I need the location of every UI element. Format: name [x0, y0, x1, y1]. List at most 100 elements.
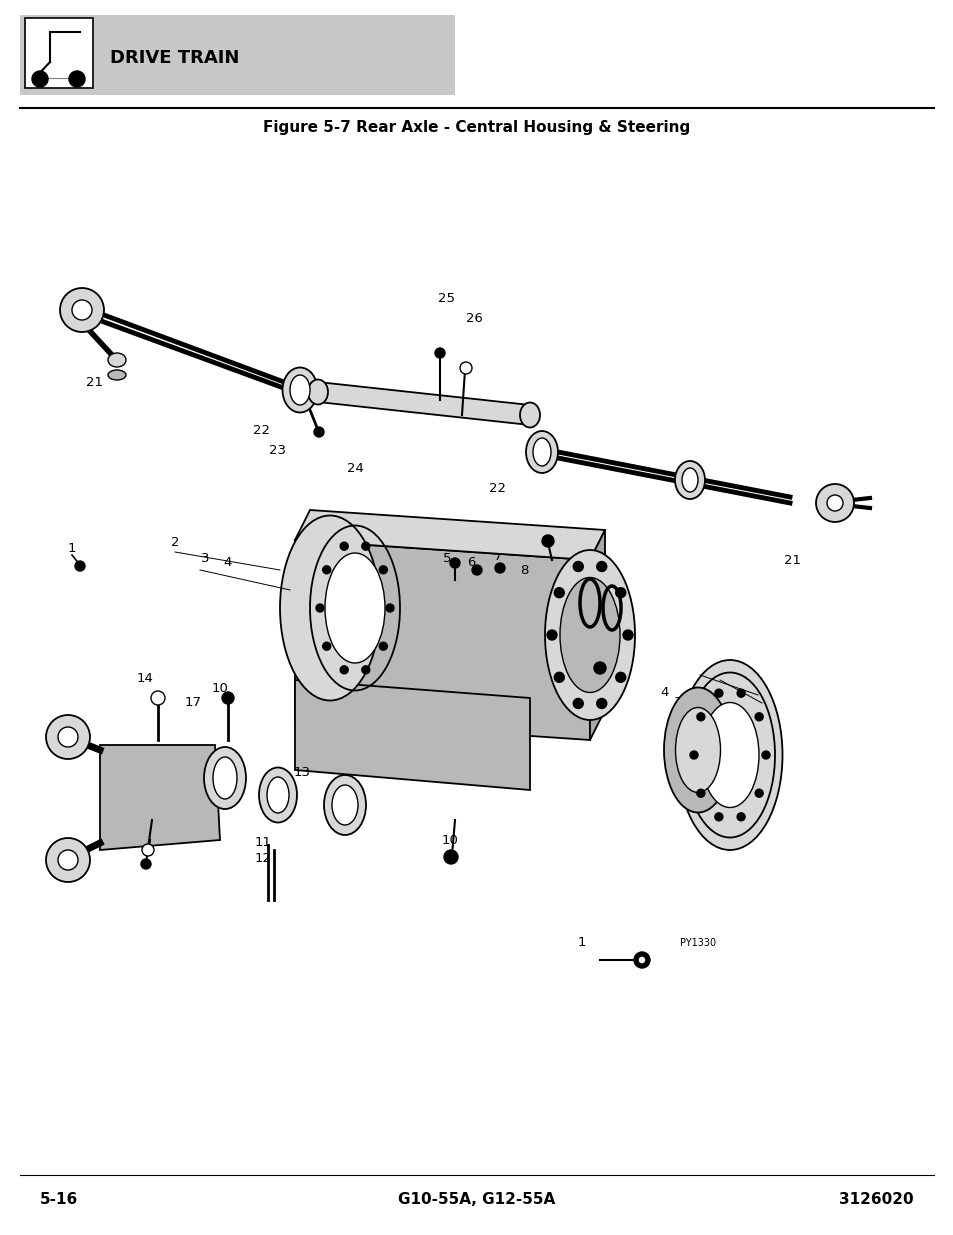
Ellipse shape	[681, 468, 698, 492]
Circle shape	[151, 692, 165, 705]
Text: 1: 1	[68, 541, 76, 555]
Text: 2: 2	[171, 536, 179, 550]
Text: 27: 27	[521, 529, 537, 541]
Ellipse shape	[282, 368, 317, 412]
Text: G10-55A, G12-55A: G10-55A, G12-55A	[398, 1192, 555, 1207]
Text: DRIVE TRAIN: DRIVE TRAIN	[110, 49, 239, 67]
Ellipse shape	[308, 379, 328, 405]
Circle shape	[573, 562, 582, 572]
Circle shape	[459, 362, 472, 374]
Circle shape	[60, 288, 104, 332]
Circle shape	[554, 672, 563, 682]
Ellipse shape	[533, 438, 551, 466]
Polygon shape	[100, 745, 220, 850]
Circle shape	[379, 642, 387, 650]
Text: 3: 3	[673, 697, 681, 709]
Text: Figure 5-7 Rear Axle - Central Housing & Steering: Figure 5-7 Rear Axle - Central Housing &…	[263, 120, 690, 135]
Text: 13: 13	[294, 766, 310, 778]
Circle shape	[554, 588, 563, 598]
Circle shape	[340, 666, 348, 674]
Ellipse shape	[267, 777, 289, 813]
Circle shape	[58, 850, 78, 869]
Circle shape	[696, 789, 704, 798]
Circle shape	[340, 542, 348, 550]
Ellipse shape	[663, 688, 731, 813]
Circle shape	[322, 642, 331, 650]
Circle shape	[541, 535, 554, 547]
Ellipse shape	[258, 767, 296, 823]
Text: 3: 3	[200, 552, 209, 564]
Circle shape	[546, 630, 557, 640]
Text: 4: 4	[224, 556, 232, 568]
Text: 11: 11	[254, 836, 272, 850]
Text: 10: 10	[561, 597, 578, 610]
Circle shape	[573, 699, 582, 709]
Circle shape	[689, 751, 698, 760]
Circle shape	[222, 692, 233, 704]
Text: 2: 2	[325, 553, 334, 567]
Text: 5-16: 5-16	[40, 1192, 78, 1207]
Circle shape	[322, 566, 331, 574]
Circle shape	[46, 715, 90, 760]
Ellipse shape	[700, 703, 759, 808]
Ellipse shape	[525, 431, 558, 473]
Circle shape	[315, 604, 324, 613]
Text: 22: 22	[253, 424, 271, 436]
Ellipse shape	[544, 550, 635, 720]
Text: 22: 22	[489, 482, 506, 494]
Circle shape	[141, 860, 151, 869]
Text: 18: 18	[348, 785, 365, 799]
Circle shape	[826, 495, 842, 511]
Ellipse shape	[108, 353, 126, 367]
Circle shape	[615, 588, 625, 598]
Circle shape	[815, 484, 853, 522]
Circle shape	[495, 563, 504, 573]
Text: 10: 10	[212, 682, 228, 694]
Circle shape	[737, 813, 744, 821]
Circle shape	[361, 542, 370, 550]
Text: 21: 21	[783, 553, 801, 567]
Text: 3126020: 3126020	[839, 1192, 913, 1207]
Circle shape	[755, 789, 762, 798]
Polygon shape	[317, 382, 530, 425]
Ellipse shape	[559, 578, 619, 693]
Text: 25: 25	[438, 291, 455, 305]
Ellipse shape	[519, 403, 539, 427]
Circle shape	[75, 561, 85, 571]
Circle shape	[58, 727, 78, 747]
Ellipse shape	[325, 553, 385, 663]
Circle shape	[594, 662, 605, 674]
Ellipse shape	[677, 659, 781, 850]
Text: 17: 17	[184, 697, 201, 709]
Text: 6: 6	[466, 556, 475, 568]
Circle shape	[314, 427, 324, 437]
Circle shape	[597, 699, 606, 709]
Ellipse shape	[108, 370, 126, 380]
Circle shape	[443, 850, 457, 864]
Text: 1: 1	[578, 936, 586, 950]
Text: 12: 12	[254, 851, 272, 864]
Circle shape	[597, 562, 606, 572]
Text: 24: 24	[346, 462, 363, 474]
Text: 2: 2	[687, 706, 696, 720]
Text: 23: 23	[269, 443, 286, 457]
Polygon shape	[294, 680, 530, 790]
Circle shape	[435, 348, 444, 358]
Circle shape	[634, 952, 649, 968]
Circle shape	[737, 689, 744, 698]
Text: 21: 21	[87, 375, 103, 389]
Ellipse shape	[675, 708, 720, 793]
Bar	[25, 19, 92, 88]
Text: 2: 2	[585, 614, 594, 626]
Circle shape	[761, 751, 769, 760]
Circle shape	[696, 713, 704, 721]
Ellipse shape	[324, 776, 366, 835]
Ellipse shape	[332, 785, 357, 825]
Circle shape	[32, 70, 48, 86]
Circle shape	[379, 566, 387, 574]
Circle shape	[755, 713, 762, 721]
Polygon shape	[294, 540, 589, 740]
Ellipse shape	[204, 747, 246, 809]
Circle shape	[615, 672, 625, 682]
Circle shape	[71, 300, 91, 320]
